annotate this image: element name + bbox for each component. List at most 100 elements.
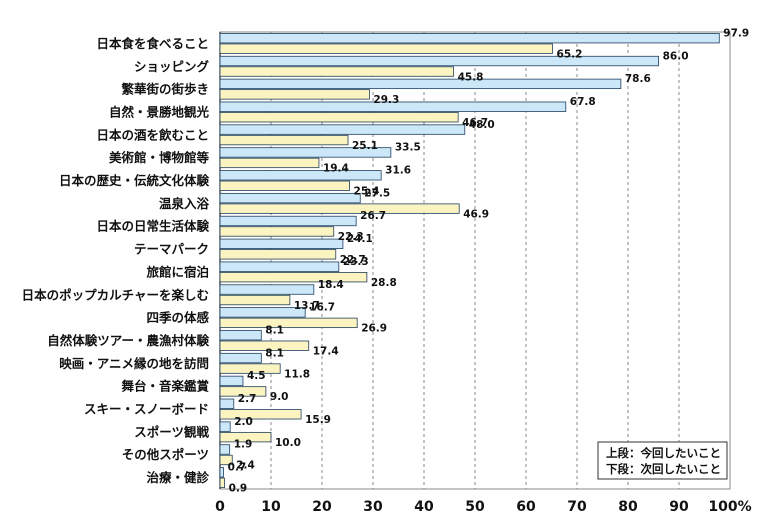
data-label: 25.1 [352,140,378,152]
data-label: 17.4 [313,345,339,357]
category-label: 日本のポップカルチャーを楽しむ [22,287,209,302]
bar-top-series [219,467,224,478]
bar-top-series [219,284,315,295]
bar-top-series [219,101,567,112]
bar-bottom-series [219,203,460,214]
x-tick-label: 90 [669,499,689,515]
bar-bottom-series [219,112,459,123]
data-label: 2.0 [234,416,253,428]
bar-top-series [219,147,392,158]
data-label: 22.7 [340,254,366,266]
x-tick-label: 70 [567,499,587,515]
x-tick-label: 50 [465,499,485,515]
data-label: 45.8 [458,71,484,83]
data-label: 11.8 [284,368,310,380]
category-label: 日本の日常生活体験 [96,219,209,234]
data-label: 0.7 [228,462,247,474]
category-label: 旅館に宿泊 [145,264,209,279]
value-labels: 97.9 65.2 86.0 45.8 78.6 29.3 67.8 46.748.0 25.1… [228,27,750,494]
category-label: ショッピング [134,59,210,74]
category-label: 治療・健診 [146,470,209,485]
data-label: 86.0 [663,50,689,62]
category-label: 日本の酒を飲むこと [96,127,209,142]
bar-top-series [219,375,244,387]
x-tick-label: 20 [312,499,332,515]
bars [219,33,720,488]
bar-top-series [219,330,262,341]
data-label: 9.0 [270,391,289,403]
category-label: 日本食を食べること [96,36,209,51]
bar-bottom-series [219,431,272,443]
bar-bottom-series [219,363,281,374]
legend-frame [597,441,728,480]
data-label: 27.5 [364,187,390,199]
data-label: 13.7 [294,300,320,312]
x-tick-label: 80 [618,499,638,515]
bar-top-series [219,261,340,272]
category-label: 美術館・博物館等 [109,150,210,165]
bar-top-series [219,398,235,409]
category-label: テーマパーク [134,242,209,257]
bar-top-series [219,78,622,90]
data-label: 0.9 [229,483,248,495]
bar-bottom-series [219,340,310,351]
data-label: 65.2 [557,48,583,60]
data-label: 10.0 [275,437,301,449]
category-labels: 日本食を食べることショッピング繁華街の街歩き自然・景勝地観光日本の酒を飲むこと美… [22,36,210,485]
bar-top-series [219,307,306,318]
data-label: 2.7 [238,393,257,405]
x-axis-ticks: 0 10 20 30 40 50 60 70 80 90 100% [215,499,752,515]
bar-bottom-series [219,272,368,283]
data-label: 48.0 [469,119,495,131]
bar-top-series [219,444,231,455]
bar-top-series [219,170,382,181]
bar-top-series [219,238,344,249]
category-label: その他スポーツ [122,447,209,462]
bar-bottom-series [219,317,358,329]
data-label: 26.7 [360,210,386,222]
bar-bottom-series [219,180,350,191]
bar-top-series [219,352,262,364]
legend-box: 上段：今回したいこと 下段：次回したいこと [597,441,728,480]
x-tick-label: 0 [215,499,225,515]
data-label: 23.3 [343,256,369,268]
data-label: 78.6 [625,73,651,85]
data-label: 15.9 [305,414,331,426]
category-label: 四季の体感 [146,310,209,325]
data-label: 97.9 [723,27,749,39]
bar-bottom-series [219,66,454,77]
bar-bottom-series [219,386,267,397]
x-tick-label: 60 [516,499,536,515]
data-label: 16.7 [309,302,335,314]
data-label: 8.1 [265,347,284,359]
data-label: 22.3 [338,231,364,243]
bar-bottom-series [219,454,233,466]
bar-top-series [219,215,357,227]
x-tick-label: 40 [414,499,434,515]
category-label: 自然・景勝地観光 [109,104,210,119]
data-label: 33.5 [395,142,421,154]
category-label: 映画・アニメ縁の地を訪問 [59,356,209,371]
bar-bottom-series [219,134,349,146]
bar-top-series [219,421,231,432]
bar-bottom-series [219,294,291,306]
category-label: 繁華街の街歩き [121,82,209,97]
category-label: スキー・スノーボード [84,402,209,417]
bar-top-series [219,55,660,67]
bar-bottom-series [219,477,225,488]
data-label: 19.4 [323,163,349,175]
data-label: 46.7 [462,117,488,129]
bar-bottom-series [219,249,337,260]
x-tick-label: 30 [363,499,383,515]
data-label: 46.9 [463,208,489,220]
bar-top-series [219,124,466,135]
bar-bottom-series [219,226,335,237]
data-label: 67.8 [570,96,596,108]
data-label: 2.4 [236,460,255,472]
data-label: 1.9 [234,439,253,451]
bar-bottom-series [219,89,370,100]
bar-top-series [219,33,720,44]
data-label: 28.8 [371,277,397,289]
bar-top-series [219,192,361,204]
